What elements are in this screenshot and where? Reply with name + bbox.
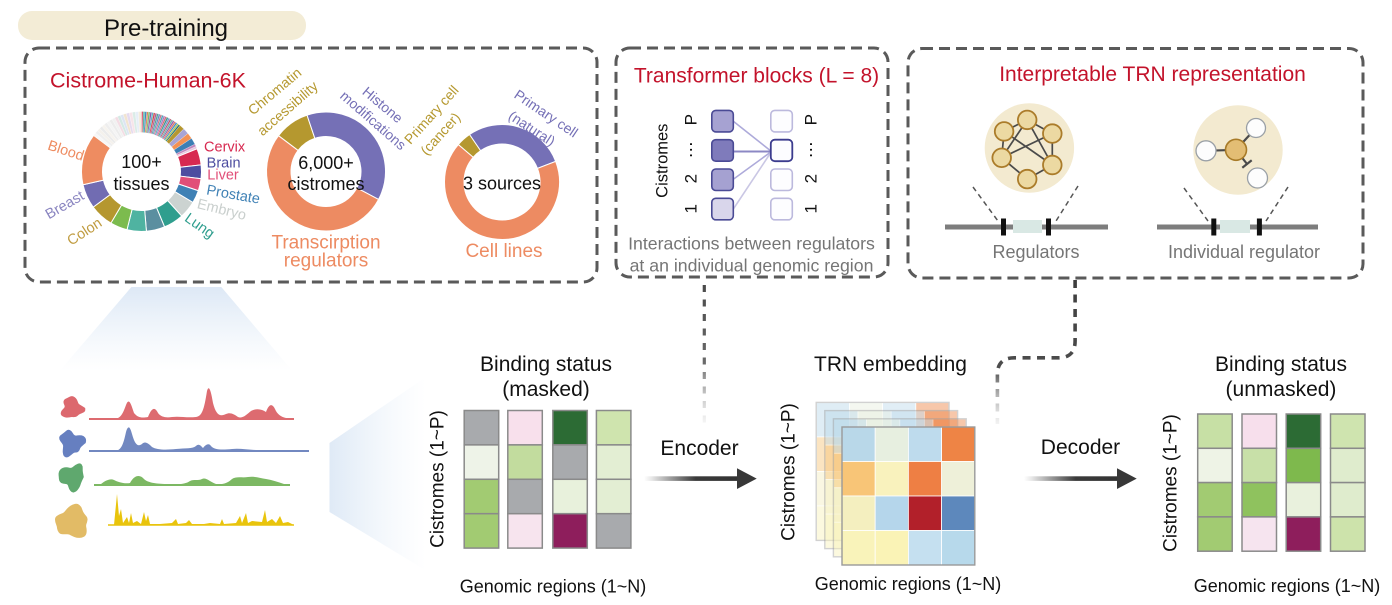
svg-text:Cistromes (1~P): Cistromes (1~P) xyxy=(1161,414,1182,552)
svg-text:Cistromes: Cistromes xyxy=(654,124,672,198)
svg-text:(masked): (masked) xyxy=(502,378,590,401)
svg-text:2: 2 xyxy=(682,174,701,183)
svg-text:Encoder: Encoder xyxy=(660,437,738,460)
svg-text:Regulators: Regulators xyxy=(992,242,1079,262)
svg-text:6,000+: 6,000+ xyxy=(298,153,354,173)
svg-text:Decoder: Decoder xyxy=(1041,436,1120,459)
svg-text:3 sources: 3 sources xyxy=(463,174,541,194)
svg-text:TRN embedding: TRN embedding xyxy=(814,353,967,376)
svg-text:1: 1 xyxy=(682,204,701,213)
svg-text:Pre-training: Pre-training xyxy=(104,15,228,42)
svg-text:1: 1 xyxy=(802,204,821,213)
svg-text:Cistrome-Human-6K: Cistrome-Human-6K xyxy=(50,69,247,93)
svg-text:at an individual genomic regio: at an individual genomic region xyxy=(630,256,874,276)
svg-text:⋯: ⋯ xyxy=(682,141,701,158)
svg-text:Brain: Brain xyxy=(207,156,241,172)
svg-text:Genomic regions (1~N): Genomic regions (1~N) xyxy=(460,577,647,597)
svg-text:Interactions between regulator: Interactions between regulators xyxy=(628,234,875,254)
svg-text:Genomic regions (1~N): Genomic regions (1~N) xyxy=(815,574,1002,594)
svg-text:cistromes: cistromes xyxy=(287,174,364,194)
svg-text:(unmasked): (unmasked) xyxy=(1226,378,1337,401)
svg-text:2: 2 xyxy=(802,174,821,183)
svg-text:100+: 100+ xyxy=(121,152,162,172)
svg-text:regulators: regulators xyxy=(284,251,369,272)
svg-text:Cell lines: Cell lines xyxy=(465,241,542,262)
svg-text:P: P xyxy=(802,114,821,125)
svg-text:Cistromes (1~P): Cistromes (1~P) xyxy=(779,403,800,541)
svg-text:Individual regulator: Individual regulator xyxy=(1168,242,1320,262)
svg-text:Genomic regions (1~N): Genomic regions (1~N) xyxy=(1194,576,1381,596)
svg-text:Binding status: Binding status xyxy=(1215,353,1347,376)
svg-text:Liver: Liver xyxy=(207,168,239,184)
svg-text:Binding status: Binding status xyxy=(480,353,612,376)
svg-text:Cervix: Cervix xyxy=(204,140,246,156)
svg-text:P: P xyxy=(682,114,701,125)
svg-text:Cistromes (1~P): Cistromes (1~P) xyxy=(428,410,449,548)
svg-text:Interpretable TRN representati: Interpretable TRN representation xyxy=(999,63,1306,86)
svg-text:⋯: ⋯ xyxy=(802,141,821,158)
svg-text:Transcirption: Transcirption xyxy=(271,233,380,254)
svg-text:Transformer blocks (L = 8): Transformer blocks (L = 8) xyxy=(634,65,879,88)
svg-text:tissues: tissues xyxy=(113,174,169,194)
